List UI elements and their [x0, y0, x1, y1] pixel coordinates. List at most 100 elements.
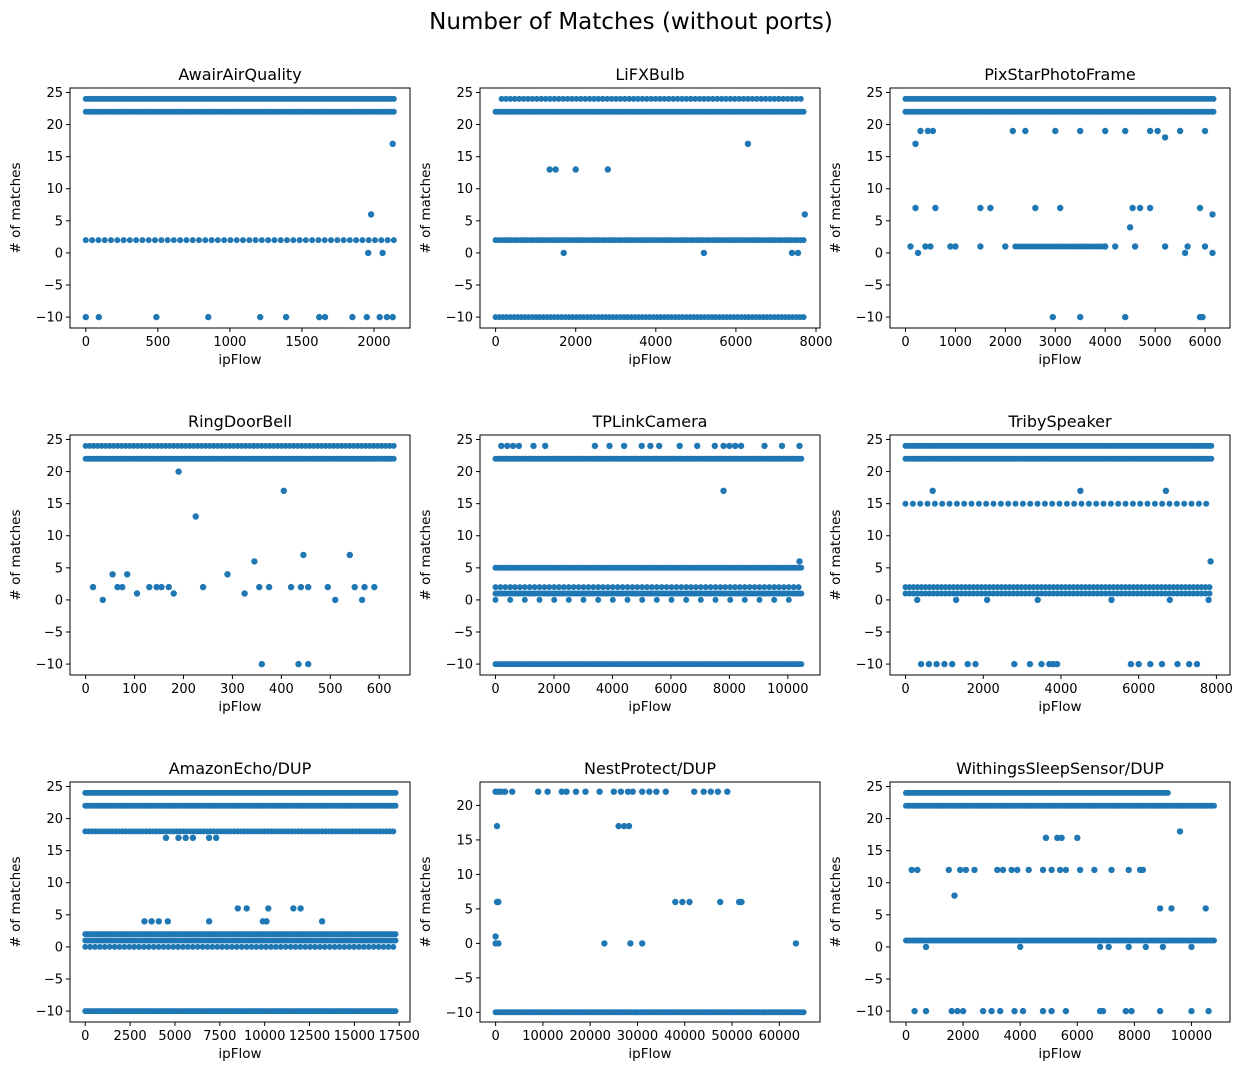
data-point — [599, 95, 606, 102]
data-point — [1188, 943, 1195, 951]
data-point — [1076, 866, 1084, 874]
y-tick-label: 5 — [55, 561, 63, 576]
data-point — [96, 943, 103, 950]
data-point — [707, 584, 714, 591]
data-point — [170, 943, 177, 950]
x-tick-label: 6000 — [1122, 682, 1155, 697]
data-point — [694, 442, 701, 450]
data-point — [648, 95, 655, 102]
x-axis-label: ipFlow — [218, 699, 261, 715]
data-point — [315, 237, 322, 244]
data-point — [758, 95, 765, 102]
data-point — [564, 95, 571, 102]
data-point — [792, 940, 800, 947]
data-point — [902, 500, 909, 507]
data-point — [145, 237, 152, 244]
data-point — [1019, 500, 1026, 507]
data-point — [1201, 127, 1209, 135]
data-point — [277, 943, 284, 950]
data-point — [131, 943, 138, 950]
data-point — [148, 918, 155, 925]
data-point — [542, 442, 549, 450]
data-point — [351, 943, 358, 950]
data-point — [634, 584, 641, 591]
x-axis-label: ipFlow — [1038, 352, 1081, 368]
data-point — [727, 596, 734, 603]
y-tick-label: 15 — [456, 497, 473, 512]
data-point — [922, 943, 930, 951]
x-tick-label: 4000 — [596, 682, 629, 697]
y-axis-label: # of matches — [8, 857, 24, 948]
data-point — [1146, 204, 1154, 212]
data-point — [196, 237, 202, 244]
y-tick-label: 15 — [456, 833, 473, 848]
data-point — [907, 243, 914, 250]
data-point — [497, 584, 504, 591]
data-point — [646, 788, 653, 795]
data-point — [1208, 442, 1215, 449]
x-tick-label: 7500 — [203, 1029, 236, 1044]
data-point — [95, 237, 102, 244]
y-tick-label: −10 — [446, 311, 473, 326]
data-point — [507, 95, 514, 102]
data-point — [124, 571, 131, 578]
data-point — [309, 237, 316, 244]
data-point — [800, 237, 807, 244]
data-point — [1062, 1007, 1070, 1015]
data-point — [1027, 500, 1034, 507]
data-point — [679, 95, 685, 102]
data-point — [101, 237, 108, 244]
data-point — [365, 237, 372, 244]
data-point — [977, 243, 984, 250]
x-tick-label: 6000 — [1188, 335, 1221, 350]
data-point — [961, 500, 968, 507]
y-tick-label: 20 — [456, 465, 473, 480]
data-point — [1208, 455, 1215, 462]
data-point — [1173, 500, 1180, 507]
data-point — [252, 237, 259, 244]
y-tick-label: −10 — [856, 1005, 883, 1020]
plot-frame — [479, 87, 821, 329]
subplot-3: PixStarPhotoFrame 0 1000 2000 3000 4000 5000 60… — [828, 65, 1231, 368]
data-point — [924, 127, 932, 135]
data-point — [1159, 500, 1166, 507]
x-tick-label: 4000 — [1044, 682, 1077, 697]
data-point — [1166, 596, 1174, 604]
data-point — [800, 1009, 807, 1016]
data-point — [160, 943, 167, 950]
data-point — [983, 500, 990, 507]
y-tick-label: 5 — [465, 561, 473, 576]
data-point — [987, 204, 994, 212]
data-point — [277, 237, 284, 244]
y-tick-label: 0 — [465, 246, 473, 261]
data-point — [546, 584, 553, 591]
data-point — [1176, 828, 1184, 835]
x-tick-label: 2000 — [537, 682, 570, 697]
x-axis-label: ipFlow — [218, 1046, 261, 1062]
data-point — [1144, 500, 1151, 507]
data-point — [551, 584, 558, 591]
data-point — [555, 95, 562, 102]
data-point — [89, 237, 96, 244]
data-point — [296, 237, 303, 244]
plot-frame — [889, 434, 1231, 676]
x-axis-label: ipFlow — [628, 1046, 671, 1062]
data-point — [990, 500, 997, 507]
data-point — [952, 243, 959, 250]
data-point — [153, 583, 160, 591]
data-point — [492, 596, 499, 603]
data-point — [676, 442, 683, 450]
data-point — [609, 596, 616, 603]
data-point — [504, 442, 511, 450]
data-point — [1009, 127, 1016, 135]
data-point — [964, 660, 971, 668]
y-tick-label: 25 — [46, 86, 63, 101]
data-point — [92, 943, 98, 950]
data-point — [932, 204, 939, 212]
data-point — [290, 237, 297, 244]
data-point — [700, 249, 708, 257]
data-point — [797, 95, 804, 102]
data-point — [736, 95, 743, 102]
y-tick-label: 15 — [46, 150, 63, 165]
